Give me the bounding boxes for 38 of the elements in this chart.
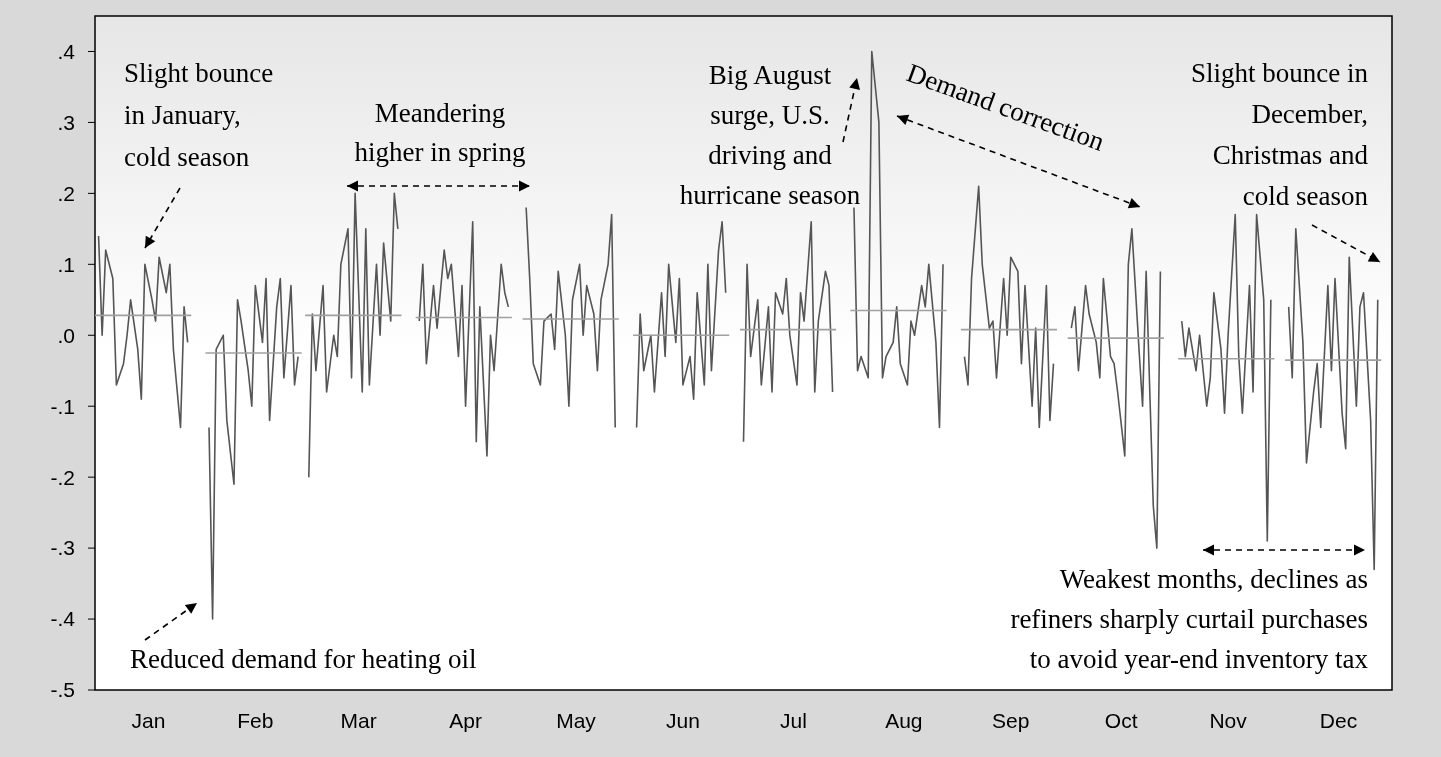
annotation: Meandering higher in spring bbox=[354, 98, 526, 167]
annotation: Big August surge, U.S. driving and hurricane season bbox=[679, 60, 861, 210]
x-tick-label: Jan bbox=[131, 709, 166, 732]
y-tick-label: .2 bbox=[57, 181, 75, 205]
line-series bbox=[963, 185, 1055, 429]
annotation: Slight bounce in January, cold season bbox=[124, 58, 274, 172]
line-series bbox=[208, 277, 299, 620]
line-series bbox=[418, 220, 510, 457]
line-series bbox=[635, 220, 727, 429]
line-series bbox=[525, 206, 617, 429]
y-tick-label: .0 bbox=[57, 323, 75, 347]
x-tick-label: Nov bbox=[1209, 709, 1248, 732]
y-tick-label: .1 bbox=[57, 252, 75, 276]
x-tick-label: Jul bbox=[779, 709, 807, 732]
y-tick-label: -.4 bbox=[50, 607, 76, 631]
annotation: Reduced demand for heating oil bbox=[130, 644, 477, 674]
x-tick-label: Aug bbox=[885, 709, 923, 732]
x-tick-label: Mar bbox=[340, 709, 377, 732]
x-tick-label: Sep bbox=[992, 709, 1030, 732]
x-tick-label: Dec bbox=[1319, 709, 1358, 732]
annotation: Slight bounce in December, Christmas and cold season bbox=[1191, 58, 1369, 211]
y-tick-label: -.1 bbox=[50, 394, 75, 418]
line-series bbox=[742, 220, 834, 443]
x-tick-label: May bbox=[556, 709, 597, 732]
y-tick-label: .3 bbox=[57, 110, 75, 134]
x-tick-label: Oct bbox=[1104, 709, 1138, 732]
x-tick-label: Apr bbox=[449, 709, 482, 732]
line-series bbox=[1070, 228, 1162, 549]
x-tick-label: Jun bbox=[666, 709, 700, 732]
line-series bbox=[1180, 213, 1272, 542]
y-tick-label: .4 bbox=[57, 39, 76, 63]
y-tick-label: -.3 bbox=[50, 536, 75, 560]
y-tick-label: -.2 bbox=[50, 465, 75, 489]
annotation: Weakest months, declines as refiners sharply curtail purchases to avoid year-end inventory tax bbox=[1010, 564, 1369, 674]
x-tick-label: Feb bbox=[237, 709, 274, 732]
y-tick-label: -.5 bbox=[50, 678, 75, 702]
line-series bbox=[1287, 228, 1379, 571]
line-series bbox=[97, 235, 189, 429]
